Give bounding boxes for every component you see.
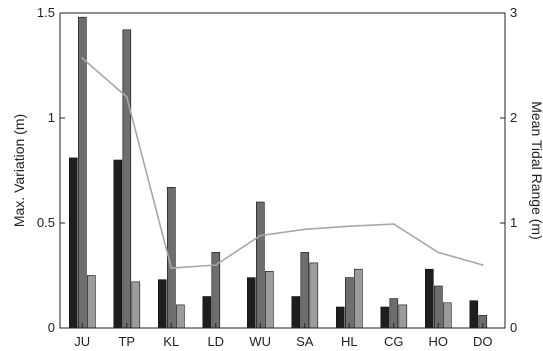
bar-ho-series-3 [442, 302, 452, 329]
x-tick-label-ld: LD [207, 334, 224, 349]
tidal-range-line-layer [81, 57, 484, 269]
bar-ju-series-1 [69, 157, 78, 329]
bar-sa-series-1 [291, 296, 301, 329]
bar-kl-series-1 [158, 279, 167, 329]
bar-wu-series-3 [264, 270, 274, 329]
line-point-cg [392, 223, 395, 226]
bar-ju-series-2 [78, 16, 87, 329]
y-tick-label: 1 [48, 110, 55, 125]
y2-tick-label: 0 [510, 320, 517, 335]
x-tick-label-tp: TP [118, 334, 135, 349]
x-tick-label-do: DO [473, 334, 493, 349]
y-tick-label: 0.5 [37, 215, 55, 230]
y2-tick-label: 2 [510, 110, 517, 125]
bar-hl-series-1 [335, 306, 345, 329]
mean-tidal-range-line [81, 57, 484, 269]
y-tick-label: 1.5 [37, 5, 55, 20]
y2-tick-label: 1 [510, 215, 517, 230]
x-tick-label-wu: WU [249, 334, 271, 349]
bar-do-series-1 [469, 300, 479, 329]
line-point-ju [81, 57, 84, 60]
x-tick-label-hl: HL [341, 334, 358, 349]
bar-wu-series-2 [255, 201, 265, 329]
bar-group [69, 16, 488, 329]
line-point-kl [170, 267, 173, 269]
bar-sa-series-2 [300, 252, 310, 329]
bar-ju-series-3 [87, 275, 96, 329]
line-point-wu [259, 234, 262, 237]
bar-ld-series-1 [202, 296, 212, 329]
line-point-ho [437, 251, 440, 254]
axes: 0 0.5 1 1.5 0 1 2 3 JU TP KL LD WU SA HL CG HO DO [37, 5, 517, 349]
line-point-ld [214, 264, 217, 266]
line-point-tp [125, 96, 128, 98]
bar-tp-series-3 [131, 281, 141, 329]
line-point-sa [303, 228, 306, 231]
plot-frame [59, 12, 506, 329]
bar-ho-series-1 [424, 268, 434, 329]
y-tick-label: 0 [48, 320, 55, 335]
bar-ho-series-2 [433, 285, 443, 329]
line-point-do [481, 264, 484, 266]
y2-tick-label: 3 [510, 5, 517, 20]
bar-cg-series-1 [380, 306, 390, 329]
bar-kl-series-3 [176, 304, 185, 329]
bar-hl-series-3 [353, 268, 363, 329]
x-tick-label-ho: HO [429, 334, 449, 349]
x-tick-label-sa: SA [296, 334, 314, 349]
y2-axis-label: Mean Tidal Range (m) [529, 101, 543, 240]
line-point-hl [348, 225, 351, 228]
bar-tp-series-2 [122, 29, 132, 329]
bar-wu-series-1 [247, 277, 256, 329]
bar-tp-series-1 [113, 159, 123, 329]
bar-cg-series-3 [398, 304, 408, 329]
x-tick-label-kl: KL [163, 334, 179, 349]
bar-hl-series-2 [344, 277, 354, 329]
y-axis-label: Max. Variation (m) [11, 114, 27, 227]
bar-sa-series-3 [309, 262, 319, 329]
x-tick-label-cg: CG [384, 334, 404, 349]
x-tick-label-ju: JU [74, 334, 90, 349]
